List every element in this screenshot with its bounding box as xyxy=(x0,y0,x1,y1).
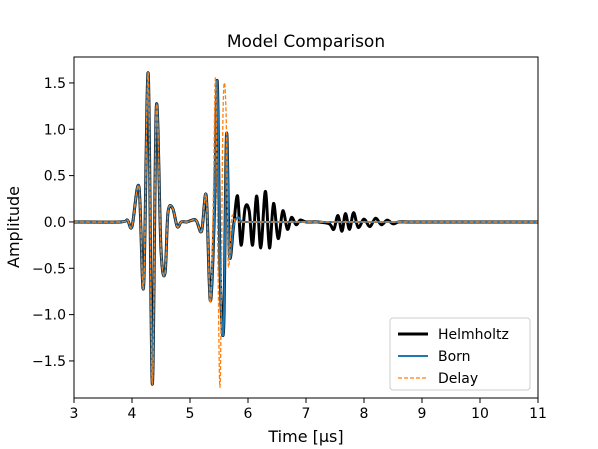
x-tick-label: 4 xyxy=(128,406,137,422)
legend-label-born: Born xyxy=(438,349,471,365)
y-axis-label: Amplitude xyxy=(4,186,23,268)
x-tick-label: 9 xyxy=(418,406,427,422)
y-tick-label: −0.5 xyxy=(32,261,66,277)
y-tick-label: 1.5 xyxy=(44,76,66,92)
y-tick-label: −1.0 xyxy=(32,308,66,324)
chart-title: Model Comparison xyxy=(227,32,385,52)
x-tick-label: 11 xyxy=(529,406,547,422)
legend-box xyxy=(389,317,531,391)
x-tick-label: 7 xyxy=(302,406,311,422)
y-axis: −1.5 −1.0 −0.5 0.0 0.5 1.0 1.5 xyxy=(32,76,74,370)
x-tick-label: 6 xyxy=(244,406,253,422)
legend-label-delay: Delay xyxy=(438,371,478,387)
series-layer xyxy=(73,71,538,388)
x-tick-label: 8 xyxy=(360,406,369,422)
y-tick-label: −1.5 xyxy=(32,354,66,370)
x-tick-label: 3 xyxy=(70,406,79,422)
y-tick-label: 1.0 xyxy=(44,122,66,138)
x-tick-label: 10 xyxy=(471,406,489,422)
y-tick-label: 0.0 xyxy=(44,215,66,231)
legend-label-helmholtz: Helmholtz xyxy=(438,327,509,343)
x-axis: 3 4 5 6 7 8 9 10 11 xyxy=(70,398,547,422)
series-line-delay xyxy=(73,72,538,388)
legend: Helmholtz Born Delay xyxy=(389,317,531,391)
x-axis-label: Time [µs] xyxy=(267,427,343,446)
x-tick-label: 5 xyxy=(186,406,195,422)
y-tick-label: 0.5 xyxy=(44,169,66,185)
